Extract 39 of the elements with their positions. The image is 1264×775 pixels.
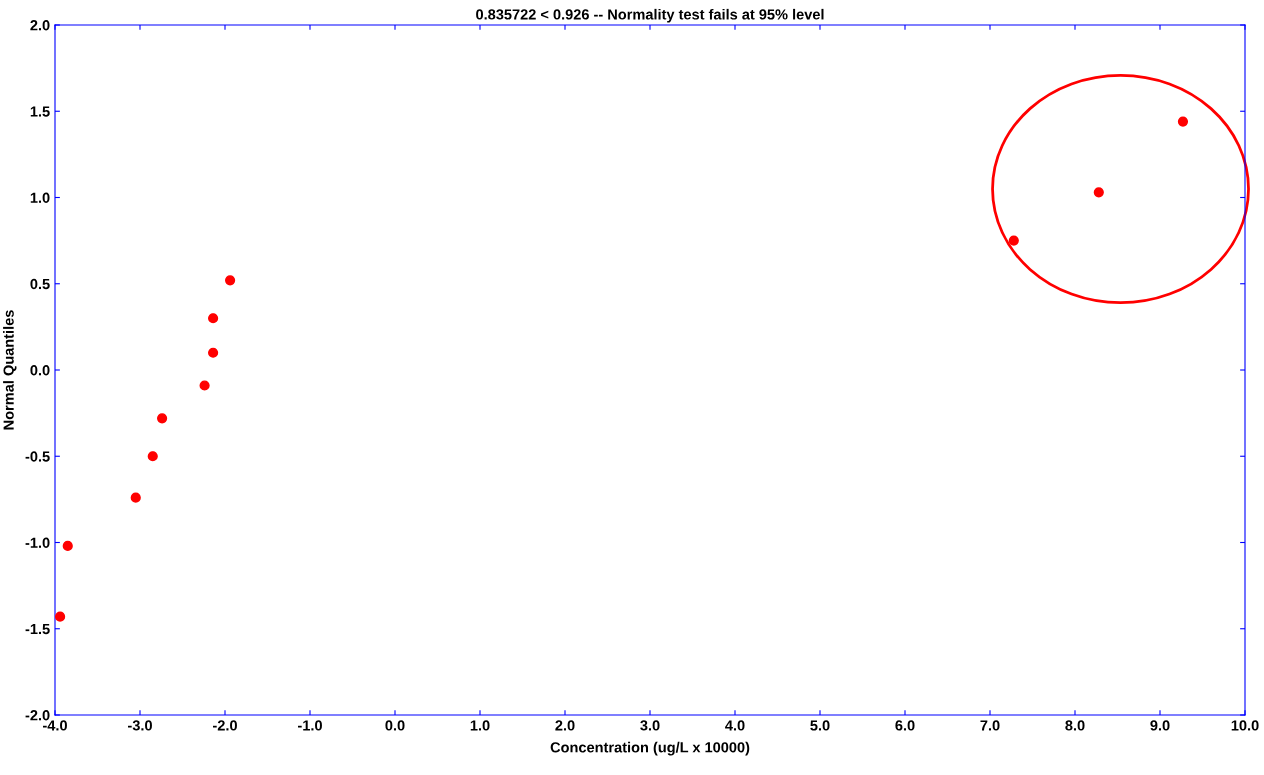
point [157,413,168,424]
point [208,347,219,358]
x-tick-label: 4.0 [725,720,745,731]
point [1008,235,1019,246]
x-axis-title: Concentration (ug/L x 10000) [550,741,750,756]
x-tick-label: -4.0 [43,720,67,731]
point [208,313,219,324]
point [225,275,236,286]
y-tick-label: 1.5 [30,106,50,117]
point [1177,116,1189,127]
y-tick-label: 1.0 [30,192,50,203]
x-tick-label: 8.0 [1065,720,1085,731]
y-axis-title: Normal Quantiles [3,310,17,430]
x-tick-label: 10.0 [1231,720,1259,731]
x-tick-label: 6.0 [895,720,915,731]
x-tick-label: 3.0 [640,720,660,731]
point [199,380,210,391]
x-tick-label: 7.0 [980,720,1000,731]
x-tick-label: 0.0 [385,720,405,731]
x-tick-label: 1.0 [470,720,490,731]
x-tick-label: -2.0 [213,720,237,731]
x-tick-label: 5.0 [810,720,830,731]
point [147,451,158,462]
y-tick-label: -0.5 [25,451,50,462]
x-tick-label: 2.0 [555,720,575,731]
point [130,492,141,503]
point [55,611,66,622]
x-tick-label: -3.0 [128,720,152,731]
y-tick-label: 0.5 [30,278,50,290]
y-tick-label: 2.0 [30,20,50,31]
chart-title: 0.835722 < 0.926 -- Normality test fails at 95% level [476,8,824,23]
point [1093,187,1104,198]
x-tick-label: 9.0 [1150,720,1170,731]
point [62,540,73,552]
y-tick-label: -1.0 [25,537,50,548]
y-tick-label: -1.5 [25,624,50,635]
y-tick-label: -2.0 [25,710,50,721]
x-tick-label: -1.0 [298,720,322,731]
y-tick-label: 0.0 [30,365,50,376]
